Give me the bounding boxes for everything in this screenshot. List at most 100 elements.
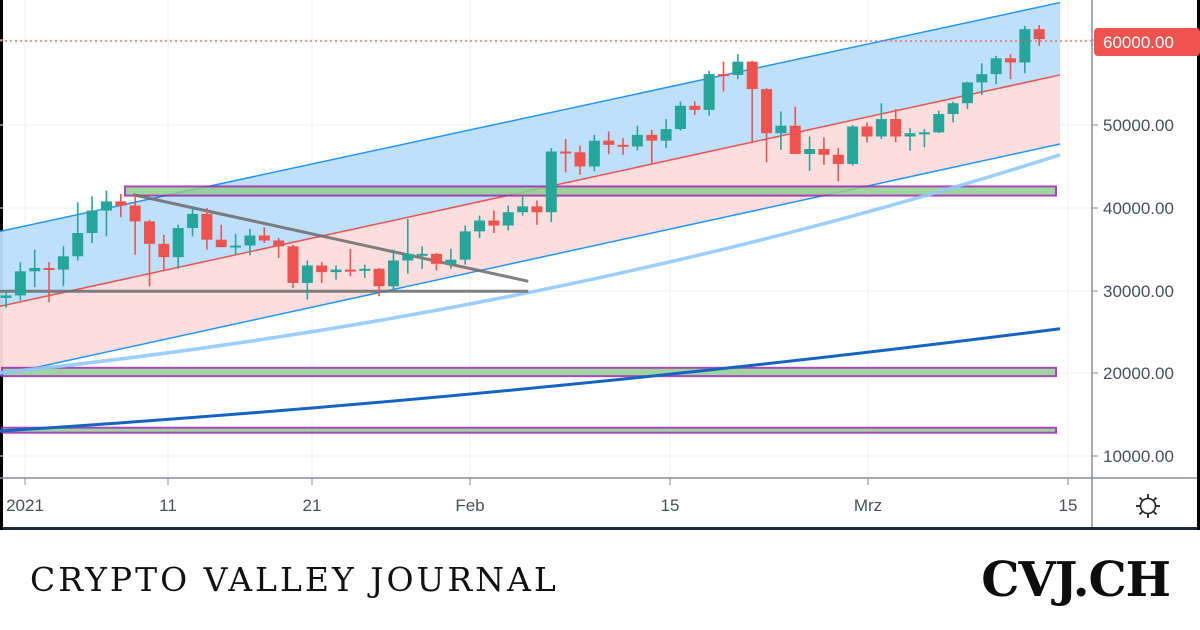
candlesticks xyxy=(0,25,1045,308)
x-axis-label: 11 xyxy=(159,496,177,515)
candle xyxy=(359,264,371,278)
descending-trend-line xyxy=(132,193,529,283)
candle-body xyxy=(330,269,342,273)
support-zones xyxy=(1,185,1057,434)
y-axis-label: 40000.00 xyxy=(1103,199,1174,218)
candle xyxy=(531,200,543,225)
candle-body xyxy=(488,220,500,226)
candle-body xyxy=(215,239,227,248)
candle xyxy=(933,110,945,134)
price-tag-label: 60000.00 xyxy=(1103,33,1174,52)
candle-body xyxy=(674,105,686,130)
y-axis-label: 30000.00 xyxy=(1103,282,1174,301)
candle xyxy=(1005,54,1016,80)
y-axis[interactable]: 50000.00 40000.00 30000.00 20000.00 10000.00 xyxy=(1092,39,1174,466)
trend-lines xyxy=(0,193,529,293)
candle-body xyxy=(129,205,141,222)
candle xyxy=(57,246,69,287)
candle xyxy=(961,81,973,110)
slow-moving-average xyxy=(0,327,1061,433)
candle xyxy=(660,119,672,149)
candle-body xyxy=(847,126,859,164)
candle-body xyxy=(72,233,84,257)
candle-body xyxy=(14,271,26,296)
candle-body xyxy=(718,74,729,77)
x-axis-label: 2021 xyxy=(6,496,44,515)
candle xyxy=(832,148,844,182)
candle-body xyxy=(316,265,328,273)
candle xyxy=(115,193,127,218)
candle-body xyxy=(387,260,399,287)
candle-body xyxy=(230,245,242,248)
candle xyxy=(904,128,916,151)
candle xyxy=(646,129,658,164)
candle xyxy=(0,291,12,308)
candle-body xyxy=(918,132,930,135)
support-zone xyxy=(1,426,1057,434)
candle xyxy=(890,109,902,143)
candle xyxy=(947,101,959,123)
candle-body xyxy=(990,58,1002,75)
candle-body xyxy=(517,206,529,213)
candle xyxy=(603,131,615,154)
candle-body xyxy=(947,103,959,115)
candle xyxy=(387,249,399,291)
candle-body xyxy=(100,201,112,211)
y-axis-label: 20000.00 xyxy=(1103,364,1174,383)
candle-body xyxy=(861,126,873,137)
price-tag: 60000.00 xyxy=(1094,28,1200,56)
candle xyxy=(29,249,41,288)
candle-body xyxy=(301,265,313,283)
candle-body xyxy=(904,133,916,137)
candle-body xyxy=(761,89,773,134)
candle-body xyxy=(57,256,69,270)
candle-body xyxy=(1005,58,1016,63)
candle xyxy=(861,122,873,143)
candle xyxy=(100,190,112,237)
candle xyxy=(918,129,930,148)
candle-body xyxy=(459,231,471,260)
candle xyxy=(502,205,514,231)
candle-body xyxy=(258,235,270,241)
candle xyxy=(990,55,1002,85)
candle xyxy=(129,194,141,255)
x-axis[interactable]: 2021 11 21 Feb 15 Mrz 15 xyxy=(6,478,1077,515)
candle xyxy=(316,262,328,283)
moving-averages xyxy=(0,153,1061,433)
gear-icon[interactable] xyxy=(1136,494,1160,518)
candle xyxy=(1019,25,1031,74)
candle-body xyxy=(560,151,572,154)
candle xyxy=(431,252,442,271)
candle xyxy=(172,224,184,269)
candle-body xyxy=(172,228,184,258)
candle-body xyxy=(545,151,557,213)
x-axis-label: 15 xyxy=(1059,496,1078,515)
fast-moving-average xyxy=(0,153,1061,375)
candle-body xyxy=(646,134,658,141)
channel-lower-line xyxy=(0,143,1061,377)
candle xyxy=(144,219,155,287)
candle xyxy=(631,125,643,151)
candle-body xyxy=(474,220,486,232)
candle-body xyxy=(115,201,127,206)
candle-body xyxy=(1019,29,1031,63)
candle xyxy=(674,101,686,131)
candle xyxy=(732,54,744,80)
price-chart[interactable]: 50000.00 40000.00 30000.00 20000.00 10000.00… xyxy=(0,0,1200,530)
candle-body xyxy=(875,119,887,137)
candle-body xyxy=(961,82,973,104)
candle-body xyxy=(531,206,543,213)
candle-body xyxy=(373,268,385,287)
candle-body xyxy=(660,129,672,141)
support-zone xyxy=(124,185,1057,197)
brand-logo[interactable]: CVJ.CH xyxy=(981,552,1171,608)
candle xyxy=(588,134,600,172)
candle-body xyxy=(832,154,844,164)
candle xyxy=(474,215,486,239)
candle-body xyxy=(631,134,643,147)
candle xyxy=(14,262,26,301)
candle xyxy=(445,248,457,269)
candle-body xyxy=(273,240,285,247)
candle xyxy=(43,262,55,303)
y-axis-label: 10000.00 xyxy=(1103,447,1174,466)
